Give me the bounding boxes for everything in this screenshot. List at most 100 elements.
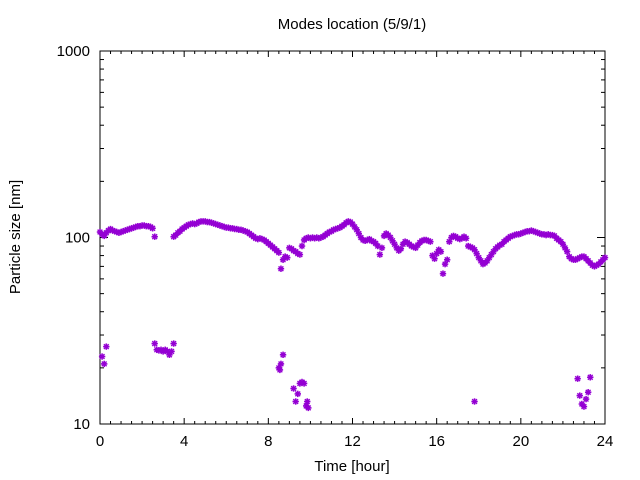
data-point (439, 270, 447, 277)
data-point (292, 398, 299, 405)
data-point (277, 360, 285, 368)
data-point-stroke-d2 (275, 249, 282, 256)
data-point (277, 265, 285, 272)
data-point-stroke-d2 (101, 361, 108, 367)
data-point-stroke-d2 (564, 248, 571, 255)
data-point-stroke-d2 (277, 367, 283, 373)
data-point (580, 403, 588, 410)
y-axis-ticks: 10 100 1000 (57, 43, 605, 433)
data-point (151, 233, 158, 240)
data-point (284, 254, 291, 261)
data-point-stroke-d2 (351, 223, 358, 230)
y-tick-label: 10 (73, 416, 90, 433)
data-point-stroke-d2 (463, 235, 470, 242)
data-point (101, 360, 108, 368)
y-minor-ticks (100, 59, 605, 369)
data-point (563, 248, 571, 255)
data-point (427, 238, 434, 245)
data-point-stroke-d2 (437, 248, 444, 255)
data-point (98, 353, 106, 360)
x-axis-ticks: 0 4 8 12 16 20 24 (96, 51, 614, 450)
data-point-stroke-d2 (349, 221, 356, 227)
data-points (96, 218, 609, 412)
data-point-stroke-d2 (294, 391, 301, 397)
data-point-stroke-d2 (149, 225, 156, 232)
data-point-stroke-d2 (151, 340, 158, 347)
data-point (275, 249, 283, 256)
data-point-stroke-d2 (587, 374, 594, 381)
data-point-stroke-d2 (444, 256, 451, 263)
data-point (279, 351, 287, 358)
data-point-stroke-d2 (471, 246, 478, 253)
data-point (276, 366, 284, 374)
data-point (170, 340, 177, 347)
y-axis-label: Particle size [nm] (7, 180, 24, 294)
data-point-stroke-d2 (151, 233, 158, 240)
data-point-stroke-d2 (299, 243, 305, 249)
data-point (584, 389, 592, 396)
x-tick-label: 12 (344, 433, 361, 450)
data-point (601, 254, 609, 261)
data-point-stroke-d2 (389, 237, 396, 244)
data-point-stroke-d2 (278, 361, 284, 367)
data-point-stroke-d2 (576, 392, 583, 399)
data-point-stroke-d2 (473, 250, 480, 257)
data-point (305, 404, 312, 412)
data-point-stroke-d2 (585, 389, 592, 396)
data-point-stroke-d2 (477, 257, 484, 264)
data-point (582, 395, 590, 403)
y-tick-label: 1000 (57, 43, 90, 60)
data-point (437, 248, 445, 255)
data-point (300, 380, 308, 387)
x-tick-label: 20 (512, 433, 529, 450)
data-point-stroke-d2 (292, 398, 299, 405)
data-point-stroke-d2 (574, 375, 581, 382)
data-point (304, 398, 311, 405)
x-axis-label: Time [hour] (314, 458, 389, 475)
x-tick-label: 4 (180, 433, 188, 450)
data-point-stroke-d2 (560, 241, 566, 248)
data-point-stroke-d2 (393, 244, 400, 251)
data-point (103, 343, 110, 350)
data-point-stroke-d2 (280, 351, 286, 358)
data-point-stroke-d2 (297, 251, 303, 258)
data-point-stroke-d2 (562, 244, 568, 251)
data-point-stroke-d2 (391, 241, 398, 248)
data-point (168, 348, 175, 355)
data-point-stroke-d2 (475, 254, 482, 261)
data-point (576, 392, 583, 399)
x-tick-label: 0 (96, 433, 104, 450)
y-tick-label: 100 (65, 230, 90, 247)
data-point-stroke-d2 (581, 403, 587, 410)
data-point (443, 256, 451, 263)
data-point-stroke-d2 (583, 396, 589, 402)
data-point-stroke-d2 (374, 243, 381, 249)
data-point-stroke-d2 (431, 255, 438, 262)
data-point-stroke-d2 (304, 398, 311, 405)
data-point-stroke-d2 (379, 244, 385, 251)
data-point-stroke-d2 (387, 234, 394, 241)
data-point-stroke-d2 (103, 343, 110, 350)
data-point (290, 385, 297, 392)
data-point-stroke-d2 (168, 348, 175, 355)
data-point (587, 374, 594, 381)
data-point (298, 242, 306, 250)
data-point-stroke-d2 (164, 348, 171, 355)
data-point-stroke-d2 (355, 230, 362, 237)
data-point (151, 340, 158, 347)
data-point-stroke-d2 (427, 238, 434, 245)
data-point (149, 225, 156, 232)
data-point-stroke-d2 (471, 398, 478, 405)
data-point-stroke-d2 (170, 340, 177, 347)
data-point (294, 390, 301, 398)
data-point-stroke-d2 (284, 254, 291, 261)
data-point (376, 251, 384, 258)
x-tick-label: 24 (597, 433, 614, 450)
data-point (462, 235, 470, 242)
data-point-stroke-d2 (440, 270, 446, 277)
data-point-stroke-d2 (305, 404, 312, 411)
data-point (378, 244, 386, 252)
data-point (574, 375, 581, 382)
data-point-stroke-d2 (278, 265, 284, 272)
